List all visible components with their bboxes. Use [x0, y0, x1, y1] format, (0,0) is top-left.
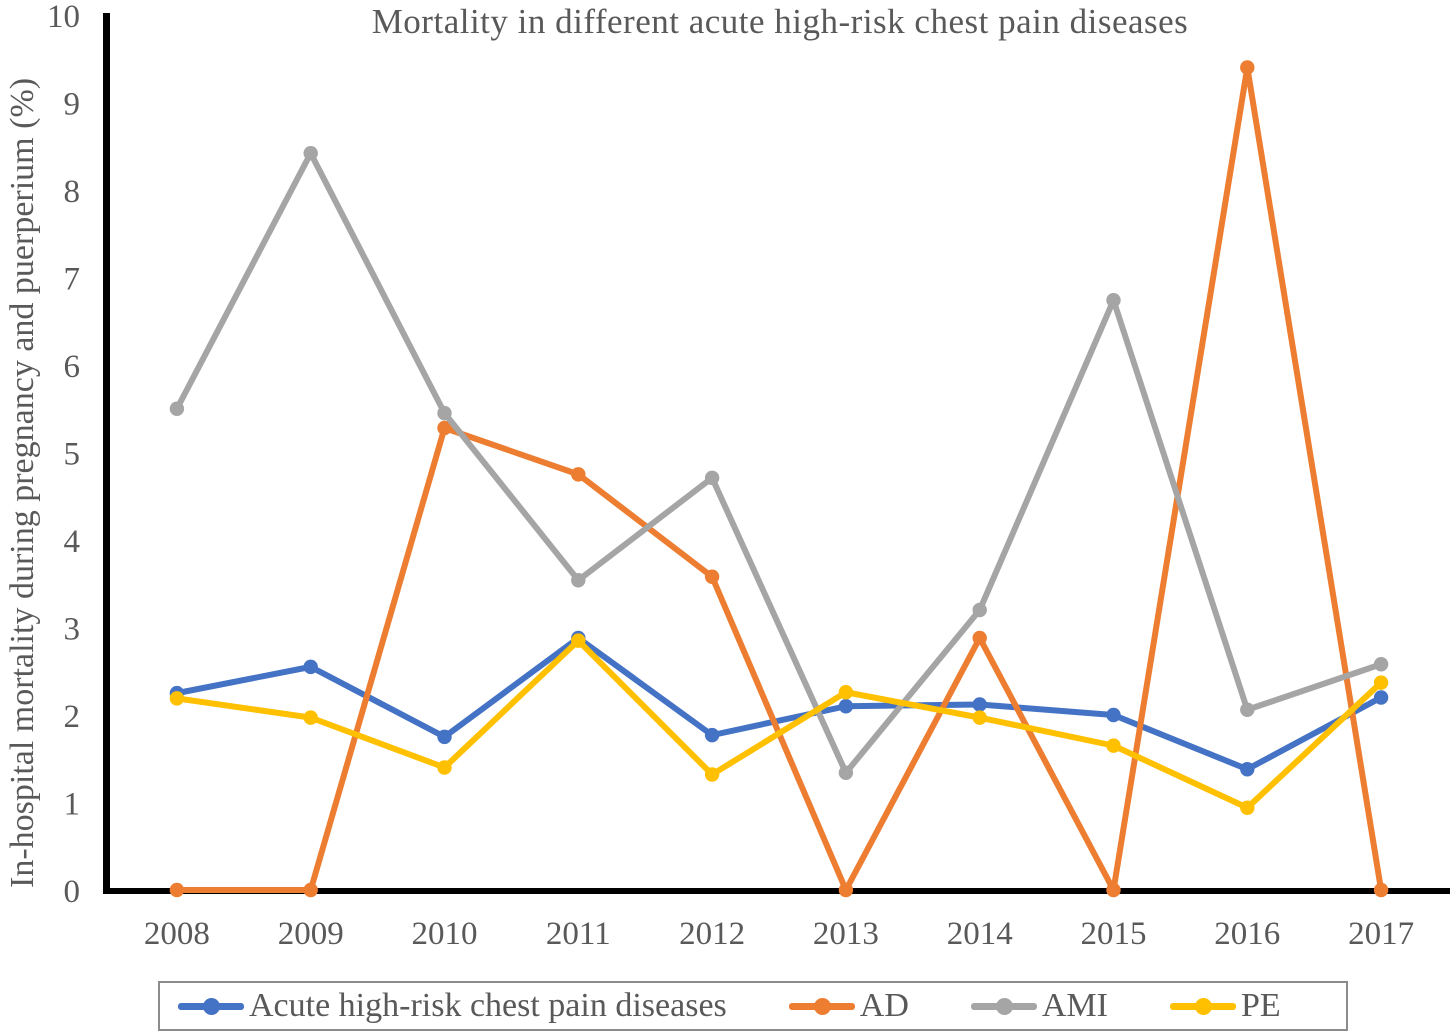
- legend-label: Acute high-risk chest pain diseases: [249, 987, 727, 1024]
- legend-label: AMI: [1041, 987, 1108, 1024]
- svg-text:5: 5: [64, 437, 81, 473]
- legend-line-dot-icon: [178, 997, 244, 1015]
- svg-text:8: 8: [64, 174, 81, 210]
- svg-text:9: 9: [64, 87, 81, 123]
- legend-line-dot-icon: [788, 997, 855, 1015]
- legend-label: AD: [859, 987, 909, 1024]
- chart-title: Mortality in different acute high-risk c…: [371, 2, 1189, 41]
- svg-text:2014: 2014: [947, 916, 1013, 952]
- svg-text:2009: 2009: [278, 916, 344, 952]
- legend: Acute high-risk chest pain diseases AD A…: [158, 981, 1348, 1031]
- legend-label: PE: [1240, 987, 1281, 1024]
- svg-text:0: 0: [64, 874, 81, 910]
- legend-item-ad: AD: [788, 987, 909, 1025]
- svg-text:2012: 2012: [679, 916, 745, 952]
- legend-item-pe: PE: [1169, 987, 1281, 1025]
- svg-text:2: 2: [64, 699, 81, 735]
- svg-text:2008: 2008: [144, 916, 210, 952]
- svg-text:6: 6: [64, 349, 81, 385]
- svg-text:2016: 2016: [1214, 916, 1280, 952]
- svg-text:2015: 2015: [1081, 916, 1147, 952]
- svg-text:2011: 2011: [546, 916, 611, 952]
- svg-text:3: 3: [64, 612, 81, 648]
- svg-text:4: 4: [64, 524, 81, 560]
- svg-text:2017: 2017: [1348, 916, 1414, 952]
- svg-text:1: 1: [64, 787, 81, 823]
- svg-text:2010: 2010: [412, 916, 478, 952]
- legend-item-ami: AMI: [970, 987, 1108, 1025]
- svg-text:10: 10: [47, 0, 80, 35]
- legend-item-acute-high-risk: Acute high-risk chest pain diseases: [178, 987, 727, 1025]
- svg-text:2013: 2013: [813, 916, 879, 952]
- legend-line-dot-icon: [1169, 997, 1236, 1015]
- legend-line-dot-icon: [970, 997, 1037, 1015]
- svg-text:7: 7: [64, 262, 81, 298]
